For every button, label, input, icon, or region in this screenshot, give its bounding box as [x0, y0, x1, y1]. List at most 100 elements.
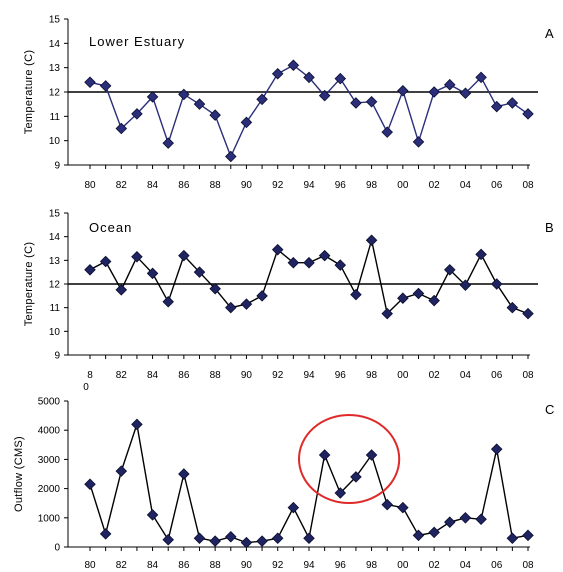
x-tick-label: 80	[84, 180, 96, 191]
data-point	[131, 251, 143, 263]
x-tick-label: 88	[210, 180, 222, 191]
panel-b: 9 10 11 12 13 14 15 8 82 84 86 88 90 92 94 96 98 00 02 04 06…	[23, 209, 554, 394]
x-tick-label: 06	[491, 180, 503, 191]
data-point	[412, 287, 425, 300]
x-tick-label: 08	[522, 560, 534, 571]
data-point	[178, 88, 190, 101]
data-point	[459, 512, 472, 524]
x-tick-label: 96	[335, 180, 347, 191]
x-tick-label: 84	[147, 180, 159, 191]
x-tick-label: 86	[178, 180, 190, 191]
x-tick-label: 08	[522, 370, 534, 381]
x-tick-label: 88	[210, 370, 222, 381]
data-point	[146, 91, 159, 103]
x-tick-label: 8	[87, 370, 93, 381]
data-point	[162, 533, 174, 546]
data-point	[397, 292, 409, 304]
data-point	[271, 243, 284, 256]
data-point	[412, 529, 425, 542]
data-point	[162, 137, 174, 149]
y-tick-label: 2000	[38, 484, 61, 495]
x-tick-label: 98	[366, 560, 378, 571]
x-tick-label: 86	[178, 560, 190, 571]
data-point	[334, 259, 347, 271]
data-point	[490, 100, 503, 113]
data-point	[131, 418, 143, 431]
data-point	[99, 80, 112, 92]
x-tick-label: 98	[366, 370, 378, 381]
data-point	[287, 59, 300, 71]
x-tick-label: 82	[116, 560, 128, 571]
data-point	[162, 295, 174, 308]
x-tick-label: 90	[241, 370, 253, 381]
data-point	[475, 71, 487, 84]
data-point	[318, 449, 331, 461]
x-tick-label: 06	[491, 560, 503, 571]
y-axis-label: Outflow (CMS)	[13, 436, 25, 512]
data-point	[365, 234, 378, 246]
y-tick-label: 15	[49, 209, 61, 220]
x-tick-label: 92	[272, 560, 284, 571]
data-point	[444, 516, 456, 528]
y-tick-label: 10	[49, 136, 61, 147]
data-point	[146, 267, 159, 280]
x-tick-label: 82	[116, 370, 128, 381]
y-tick-label: 10	[49, 327, 61, 338]
x-tick-label: 94	[303, 560, 315, 571]
data-point	[428, 294, 440, 307]
data-point	[225, 301, 237, 314]
data-point	[428, 86, 440, 98]
data-point	[209, 109, 221, 121]
data-point	[522, 529, 534, 542]
data-point	[475, 248, 487, 261]
y-axis-label: Temperature (C)	[23, 50, 35, 135]
data-point	[381, 498, 393, 511]
x-tick-label: 00	[397, 180, 409, 191]
data-point	[381, 126, 393, 138]
data-point	[115, 284, 128, 296]
data-point	[365, 95, 378, 108]
data-point	[178, 468, 190, 480]
data-point	[459, 87, 472, 99]
y-tick-label: 1000	[38, 513, 61, 524]
data-point	[397, 501, 409, 514]
panel-c: 0 1000 2000 3000 4000 5000 80 82 84 86 88 90 92 94 96 9…	[13, 397, 554, 572]
x-tick-label: 00	[397, 560, 409, 571]
y-tick-label: 0	[54, 543, 60, 554]
data-point	[397, 85, 409, 97]
data-point	[303, 532, 315, 545]
x-tick-label: 98	[366, 180, 378, 191]
data-point	[115, 122, 128, 135]
data-point	[490, 278, 503, 290]
data-point	[350, 97, 362, 109]
data-point	[84, 478, 96, 490]
data-point	[256, 93, 268, 106]
data-point	[412, 136, 425, 148]
data-point	[506, 97, 519, 109]
data-point	[271, 67, 284, 80]
x-tick-label: 00	[397, 370, 409, 381]
data-point	[99, 528, 112, 540]
data-point	[428, 526, 440, 539]
data-point	[271, 532, 284, 545]
panel-letter: B	[545, 220, 554, 235]
x-tick-label: 96	[335, 560, 347, 571]
data-point	[84, 264, 96, 276]
data-point	[131, 108, 143, 120]
data-point	[318, 249, 331, 262]
y-tick-label: 14	[49, 39, 61, 50]
series-line	[89, 240, 529, 315]
data-point	[193, 266, 206, 278]
highlight-ellipse	[298, 414, 401, 504]
data-point	[318, 89, 331, 102]
data-point	[209, 535, 221, 547]
y-axis-label: Temperature (C)	[23, 242, 35, 327]
x-tick-label: 02	[429, 180, 441, 191]
data-point	[240, 116, 253, 129]
panel-letter: C	[545, 402, 554, 417]
panel-title: Lower Estuary	[89, 34, 185, 49]
x-tick-label: 82	[116, 180, 128, 191]
x-tick-label: 86	[178, 370, 190, 381]
data-point	[287, 501, 300, 514]
y-tick-label: 15	[49, 15, 61, 26]
